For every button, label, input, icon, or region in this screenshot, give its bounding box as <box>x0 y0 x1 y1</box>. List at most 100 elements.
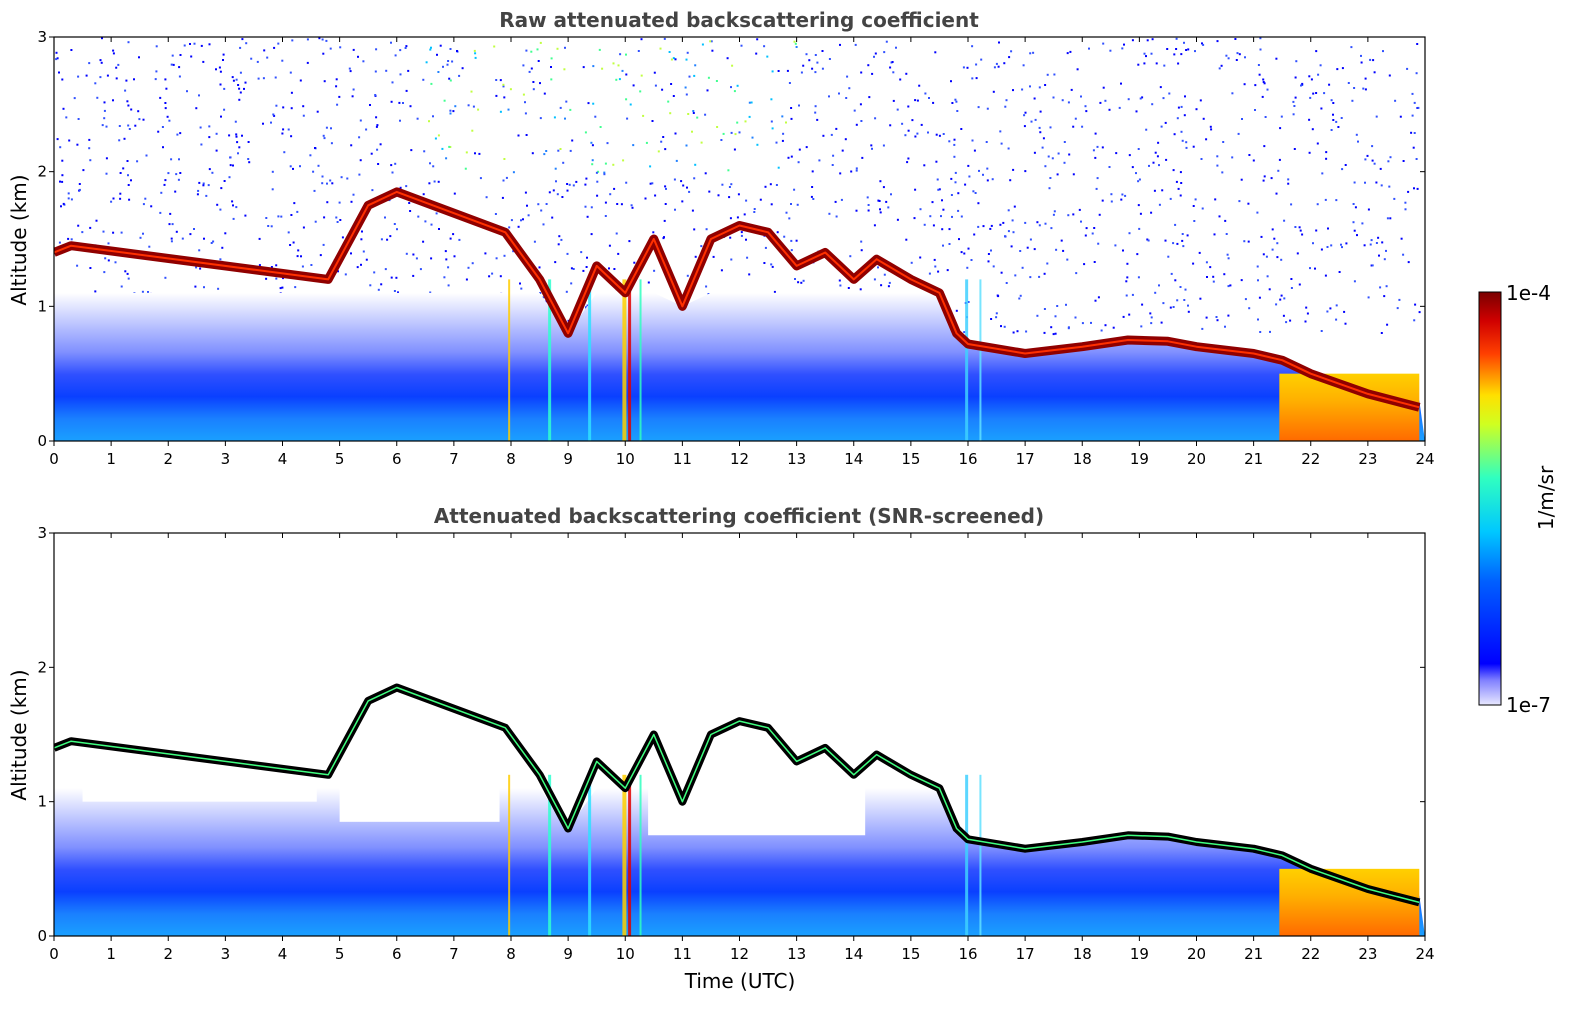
noise-pixel <box>585 177 588 180</box>
noise-pixel <box>649 165 652 168</box>
noise-pixel <box>122 167 125 170</box>
noise-pixel <box>262 122 264 125</box>
noise-pixel <box>1237 132 1240 135</box>
precip-streaks <box>508 774 982 936</box>
noise-pixel <box>1231 156 1234 159</box>
noise-pixel <box>1388 185 1391 188</box>
noise-pixel <box>302 114 305 117</box>
noise-pixel <box>1209 266 1212 269</box>
noise-pixel <box>1005 99 1008 102</box>
noise-pixel <box>630 204 633 207</box>
noise-pixel <box>244 81 247 84</box>
noise-pixel <box>968 175 971 178</box>
noise-pixel <box>370 152 373 155</box>
noise-pixel <box>1187 310 1190 313</box>
noise-pixel <box>270 121 272 124</box>
noise-pixel <box>550 66 552 68</box>
noise-pixel <box>1244 298 1247 301</box>
noise-pixel <box>971 139 974 142</box>
noise-pixel <box>637 50 640 52</box>
noise-pixel <box>670 58 673 61</box>
noise-pixel <box>341 236 344 239</box>
noise-pixel <box>1231 92 1234 95</box>
noise-pixel <box>465 278 468 281</box>
noise-pixel <box>1029 276 1032 279</box>
noise-pixel <box>956 110 959 112</box>
noise-pixel <box>962 66 965 69</box>
noise-pixel <box>219 70 222 73</box>
noise-pixel <box>1094 156 1097 159</box>
noise-pixel <box>905 72 908 75</box>
noise-pixel <box>377 163 380 165</box>
noise-pixel <box>1275 303 1278 306</box>
x-tick-label: 20 <box>1187 450 1206 468</box>
noise-pixel <box>107 242 110 245</box>
noise-pixel <box>1335 199 1338 202</box>
noise-pixel <box>1055 248 1058 251</box>
noise-pixel <box>1276 242 1279 245</box>
noise-pixel <box>957 209 960 212</box>
noise-pixel <box>598 48 601 51</box>
noise-pixel <box>615 232 618 235</box>
noise-pixel <box>617 64 620 67</box>
noise-pixel <box>447 60 450 62</box>
noise-pixel <box>1161 189 1164 192</box>
noise-pixel <box>430 257 433 260</box>
noise-pixel <box>788 82 791 84</box>
precip-streak <box>979 774 982 936</box>
noise-pixel <box>582 269 585 272</box>
noise-pixel <box>770 98 773 101</box>
noise-pixel <box>998 41 1000 44</box>
noise-pixel <box>1410 131 1413 134</box>
noise-pixel <box>1153 189 1156 192</box>
noise-pixel <box>559 106 562 109</box>
noise-pixel <box>896 108 899 111</box>
noise-pixel <box>435 212 438 215</box>
noise-pixel <box>1185 146 1188 149</box>
noise-pixel <box>782 132 785 135</box>
noise-pixel <box>919 256 922 259</box>
noise-pixel <box>950 80 952 83</box>
noise-pixel <box>1347 82 1350 84</box>
noise-pixel <box>728 186 731 188</box>
noise-pixel <box>960 215 963 218</box>
noise-pixel <box>361 230 363 233</box>
noise-pixel <box>1283 219 1286 222</box>
noise-pixel <box>790 117 793 120</box>
noise-pixel <box>1137 63 1140 66</box>
noise-pixel <box>669 112 672 115</box>
noise-pixel <box>1139 212 1142 215</box>
noise-pixel <box>1271 228 1274 231</box>
noise-pixel <box>520 219 522 222</box>
noise-pixel <box>362 60 365 63</box>
noise-pixel <box>161 126 164 128</box>
noise-pixel <box>350 252 352 255</box>
noise-pixel <box>120 231 123 234</box>
noise-pixel <box>222 59 224 61</box>
noise-pixel <box>1174 279 1177 282</box>
noise-pixel <box>879 208 881 211</box>
noise-pixel <box>1169 197 1172 200</box>
noise-pixel <box>693 228 696 231</box>
noise-pixel <box>828 212 831 215</box>
noise-pixel <box>319 254 322 257</box>
noise-pixel <box>1315 92 1318 94</box>
noise-pixel <box>1248 154 1251 156</box>
noise-pixel <box>1258 73 1261 76</box>
noise-pixel <box>730 183 733 186</box>
noise-pixel <box>485 196 488 199</box>
noise-pixel <box>1145 55 1147 58</box>
noise-pixel <box>721 183 724 186</box>
noise-pixel <box>633 261 636 264</box>
noise-pixel <box>215 149 218 152</box>
noise-pixel <box>349 70 352 73</box>
noise-pixel <box>895 46 897 49</box>
noise-pixel <box>1389 156 1392 159</box>
noise-pixel <box>1049 126 1052 129</box>
noise-pixel <box>1254 109 1256 111</box>
noise-pixel <box>422 240 425 243</box>
noise-pixel <box>1039 131 1042 134</box>
noise-pixel <box>625 53 627 56</box>
noise-pixel <box>522 64 525 67</box>
noise-pixel <box>776 231 779 234</box>
